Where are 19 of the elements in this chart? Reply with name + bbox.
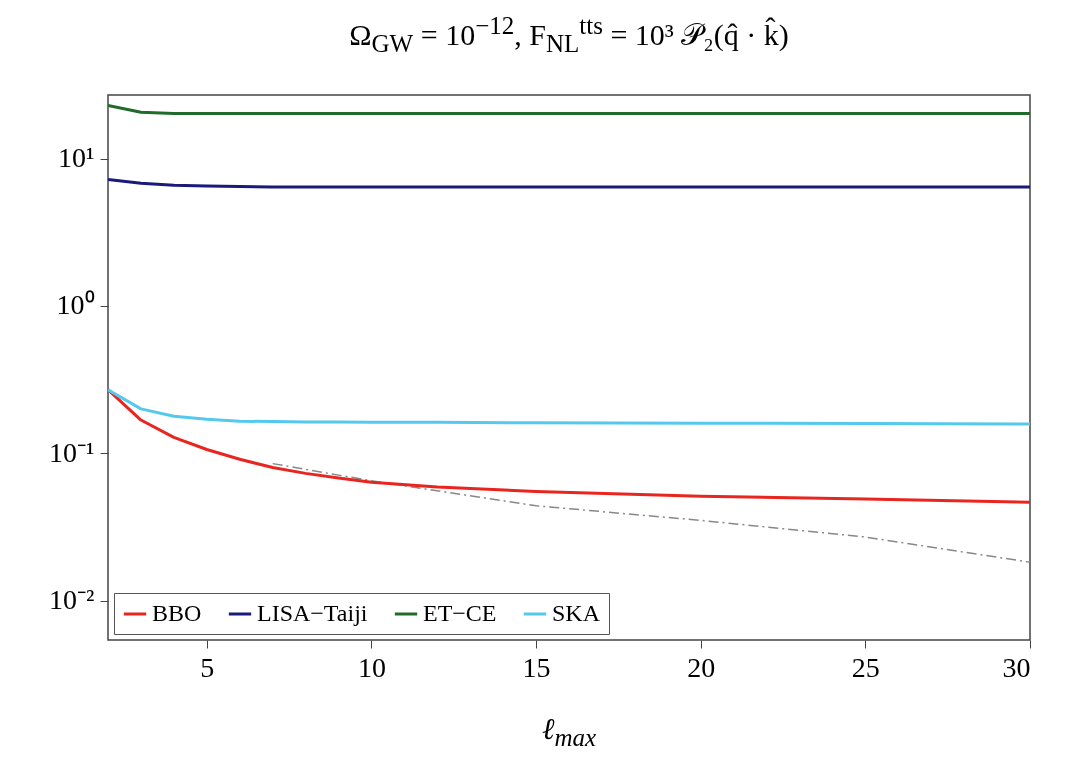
x-tick-label: 5 <box>200 651 215 683</box>
y-tick-label: 10⁻¹ <box>49 436 95 468</box>
line-series <box>271 462 1030 563</box>
legend-label: ET−CE <box>423 600 497 626</box>
line-series <box>108 388 1030 426</box>
y-tick-label: 10¹ <box>58 142 95 174</box>
legend-label: BBO <box>152 600 202 626</box>
x-tick-label: 15 <box>522 651 551 683</box>
legend-label: LISA−Taiji <box>257 600 368 626</box>
x-tick-label: 10 <box>357 651 386 683</box>
chart-title: Ω$_{GW}$ = 10$^{−12}$, F$_{NL}$$^{tts}$ = 10³ 𝒫₂(q̂ · k̂) <box>348 12 790 58</box>
y-tick-label: 10⁰ <box>56 289 95 321</box>
x-tick-label: 25 <box>851 651 880 683</box>
x-tick-label: 30 <box>1002 651 1031 683</box>
x-axis-title: ℓ$_{max}$ <box>540 712 598 752</box>
x-tick-label: 20 <box>687 651 716 683</box>
legend-label: SKA <box>552 600 601 626</box>
y-tick-label: 10⁻² <box>49 584 95 616</box>
line-series <box>108 178 1030 189</box>
